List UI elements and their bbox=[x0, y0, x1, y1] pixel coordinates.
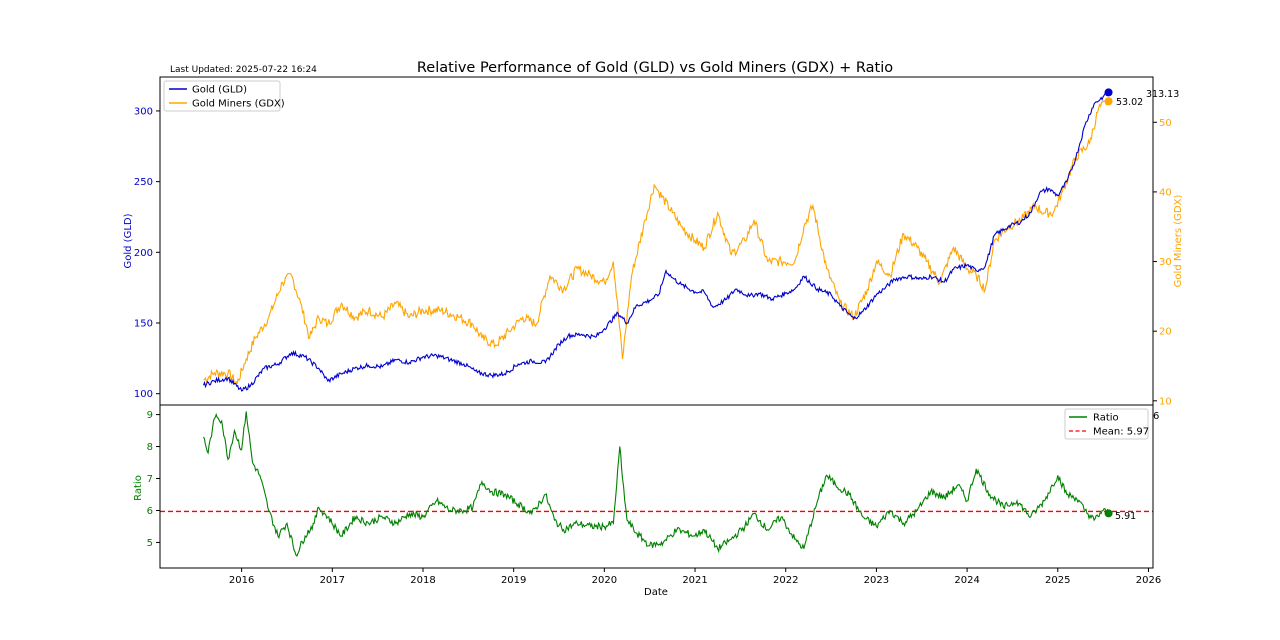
x-tick-label: 2020 bbox=[592, 575, 617, 586]
right-tick-label: 50 bbox=[1159, 118, 1172, 129]
x-tick-label: 2021 bbox=[682, 575, 707, 586]
ratio-axis-label: Ratio bbox=[133, 475, 144, 501]
stray-tick-label: 6 bbox=[1153, 411, 1159, 422]
x-tick-label: 2023 bbox=[864, 575, 889, 586]
series-line-ratio bbox=[203, 411, 1110, 557]
bottom-panel-frame bbox=[159, 404, 1154, 569]
ratio-tick-label: 7 bbox=[147, 474, 153, 485]
ratio-end-label: 5.91 bbox=[1115, 511, 1136, 522]
ratio-tick-label: 9 bbox=[147, 410, 153, 421]
legend-mean-label: Mean: 5.97 bbox=[1093, 427, 1149, 438]
gld-end-marker bbox=[1104, 88, 1113, 97]
ratio-tick-label: 6 bbox=[147, 506, 153, 517]
series-line-gld bbox=[202, 91, 1109, 392]
ratio-end-marker bbox=[1104, 509, 1113, 518]
right-tick-label: 10 bbox=[1159, 396, 1172, 407]
x-tick-label: 2024 bbox=[954, 575, 979, 586]
x-tick-label: 2019 bbox=[501, 575, 526, 586]
right-tick-label: 20 bbox=[1159, 327, 1172, 338]
legend-gdx-label: Gold Miners (GDX) bbox=[192, 99, 285, 110]
x-tick-label: 2026 bbox=[1136, 575, 1161, 586]
gld-end-label: 313.13 bbox=[1146, 89, 1179, 100]
x-tick-label: 2017 bbox=[320, 575, 345, 586]
left-tick-label: 250 bbox=[134, 177, 153, 188]
gdx-end-marker bbox=[1104, 97, 1113, 106]
top-legend: Gold (GLD) Gold Miners (GDX) bbox=[163, 80, 285, 112]
left-tick-label: 100 bbox=[134, 389, 153, 400]
right-tick-label: 30 bbox=[1159, 257, 1172, 268]
x-tick-label: 2016 bbox=[229, 575, 254, 586]
gdx-end-label: 53.02 bbox=[1116, 97, 1143, 108]
left-tick-label: 150 bbox=[134, 319, 153, 330]
legend-ratio-label: Ratio bbox=[1093, 413, 1119, 424]
bottom-legend: Ratio Mean: 5.97 bbox=[1064, 408, 1149, 440]
right-tick-label: 40 bbox=[1159, 187, 1172, 198]
left-tick-label: 200 bbox=[134, 248, 153, 259]
bottom-panel: 5 6 7 8 9 2016 2017 2018 2019 2020 2021 2022 2023 20… bbox=[133, 404, 1161, 598]
x-axis-label: Date bbox=[644, 587, 668, 598]
right-axis-label: Gold Miners (GDX) bbox=[1173, 195, 1184, 288]
chart-title: Relative Performance of Gold (GLD) vs Go… bbox=[417, 60, 893, 76]
left-axis-label: Gold (GLD) bbox=[123, 213, 134, 268]
last-updated-text: Last Updated: 2025-07-22 16:24 bbox=[170, 65, 317, 75]
left-tick-label: 300 bbox=[134, 106, 153, 117]
top-legend-box bbox=[163, 80, 281, 112]
ratio-tick-label: 5 bbox=[147, 538, 153, 549]
x-tick-label: 2022 bbox=[773, 575, 798, 586]
legend-gld-label: Gold (GLD) bbox=[192, 85, 247, 96]
series-line-gdx bbox=[203, 100, 1109, 385]
x-tick-label: 2018 bbox=[410, 575, 435, 586]
top-panel: 100 150 200 250 300 10 20 30 40 50 Gold (GLD) Go… bbox=[123, 76, 1184, 407]
ratio-tick-label: 8 bbox=[147, 442, 153, 453]
x-tick-label: 2025 bbox=[1045, 575, 1070, 586]
